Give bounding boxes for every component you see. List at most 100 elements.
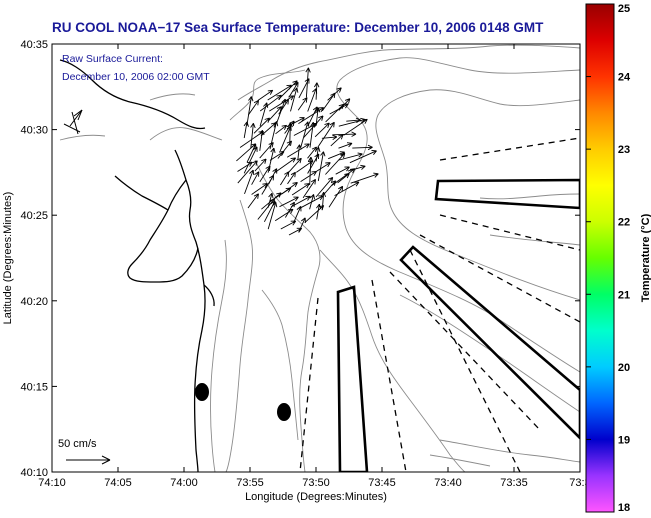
contour-line bbox=[59, 134, 106, 141]
current-vector bbox=[316, 203, 322, 220]
current-vector bbox=[307, 88, 318, 112]
current-vector bbox=[259, 102, 269, 127]
contour-line bbox=[439, 439, 580, 463]
contour-line bbox=[429, 454, 491, 467]
x-tick-label: 73:45 bbox=[368, 477, 396, 489]
colorbar-tick-label: 21 bbox=[618, 289, 630, 301]
current-vector bbox=[335, 166, 350, 175]
contour-line bbox=[254, 159, 321, 472]
contour-line bbox=[237, 44, 580, 101]
current-vector bbox=[291, 183, 310, 196]
current-vector bbox=[261, 175, 275, 195]
current-vector bbox=[287, 171, 296, 185]
current-vector bbox=[267, 106, 283, 122]
y-tick-label: 40:15 bbox=[20, 381, 48, 393]
colorbar-tick-label: 24 bbox=[618, 72, 631, 84]
station-marker bbox=[195, 383, 209, 401]
current-vector bbox=[328, 185, 344, 208]
current-vector bbox=[338, 98, 351, 111]
current-vector bbox=[349, 150, 377, 164]
current-vector bbox=[323, 180, 337, 195]
colorbar-label: Temperature (°C) bbox=[640, 213, 651, 302]
current-vector bbox=[244, 169, 255, 195]
current-vector bbox=[286, 143, 310, 158]
contour-line bbox=[229, 69, 306, 121]
contour-line bbox=[319, 249, 466, 472]
current-vector bbox=[297, 97, 308, 111]
current-vector bbox=[339, 152, 363, 161]
current-vector bbox=[334, 181, 360, 196]
x-tick-label: 74:10 bbox=[38, 477, 66, 489]
wedge-polygon bbox=[399, 245, 580, 440]
current-vector bbox=[261, 192, 282, 210]
current-vector bbox=[296, 144, 302, 161]
coast-line bbox=[203, 284, 215, 307]
contour-line bbox=[149, 127, 223, 141]
coverage-wedges bbox=[336, 178, 580, 472]
colorbar-tick-label: 25 bbox=[618, 3, 630, 15]
contour-line bbox=[210, 239, 227, 472]
current-vector bbox=[251, 171, 260, 185]
x-tick-label: 74:00 bbox=[170, 477, 198, 489]
current-vector bbox=[302, 179, 316, 199]
current-vector bbox=[321, 92, 336, 112]
current-vector bbox=[309, 194, 316, 210]
current-vector bbox=[288, 81, 299, 98]
current-vector bbox=[346, 117, 361, 123]
current-vector bbox=[254, 158, 267, 172]
radial-line bbox=[409, 249, 521, 472]
colorbar bbox=[585, 3, 615, 513]
current-vector bbox=[321, 134, 338, 140]
current-vector bbox=[259, 130, 265, 151]
current-legend-line1: Raw Surface Current: bbox=[62, 53, 163, 65]
radial-line bbox=[439, 214, 580, 251]
y-tick-label: 40:35 bbox=[20, 39, 48, 51]
current-vector bbox=[347, 164, 366, 172]
scale-arrow-icon bbox=[66, 455, 111, 465]
current-vector bbox=[350, 172, 379, 184]
contour-line bbox=[479, 193, 580, 200]
plot-area bbox=[52, 44, 580, 472]
current-vector bbox=[307, 153, 320, 174]
current-vector bbox=[300, 170, 317, 182]
current-vector bbox=[277, 140, 292, 159]
current-vector bbox=[250, 123, 256, 149]
map-title: RU COOL NOAA−17 Sea Surface Temperature:… bbox=[52, 20, 544, 35]
x-tick-label: 73:50 bbox=[302, 477, 330, 489]
station-marker bbox=[277, 403, 291, 421]
current-vector bbox=[330, 134, 344, 147]
current-vector bbox=[243, 146, 258, 174]
wedge-polygon bbox=[336, 285, 369, 472]
y-tick-label: 40:20 bbox=[20, 296, 48, 308]
x-axis-ticks: 74:10 74:05 74:00 73:55 73:50 73:45 73:40 73:35… bbox=[38, 44, 591, 489]
current-vector bbox=[325, 152, 346, 175]
current-vector bbox=[257, 89, 274, 101]
colorbar-tick-label: 22 bbox=[618, 217, 630, 229]
contour-line bbox=[261, 289, 299, 441]
current-vector bbox=[309, 122, 316, 148]
scale-label: 50 cm/s bbox=[58, 438, 97, 450]
x-tick-label: 73:55 bbox=[236, 477, 264, 489]
current-vector bbox=[285, 201, 295, 218]
current-vector bbox=[259, 94, 282, 112]
current-vector bbox=[276, 98, 287, 124]
wedge-polygon bbox=[434, 178, 580, 210]
current-vector bbox=[248, 100, 259, 116]
current-vector bbox=[305, 67, 311, 98]
radial-line bbox=[299, 297, 319, 472]
colorbar-tick-label: 18 bbox=[618, 502, 630, 514]
current-vector bbox=[287, 157, 302, 174]
y-axis-label: Latitude (Degrees:Minutes) bbox=[2, 192, 14, 325]
current-vector bbox=[300, 121, 310, 148]
colorbar-tick-label: 23 bbox=[618, 144, 630, 156]
x-axis-label: Longitude (Degrees:Minutes) bbox=[245, 491, 387, 503]
current-vector bbox=[247, 193, 259, 209]
contour-line bbox=[336, 57, 580, 373]
coast-line bbox=[127, 179, 199, 283]
current-vector bbox=[280, 171, 290, 186]
radial-line bbox=[419, 234, 580, 323]
map-layers bbox=[59, 44, 580, 472]
current-vector bbox=[237, 160, 258, 184]
colorbar-ticks: 25 24 23 22 21 20 19 18 bbox=[586, 3, 631, 514]
